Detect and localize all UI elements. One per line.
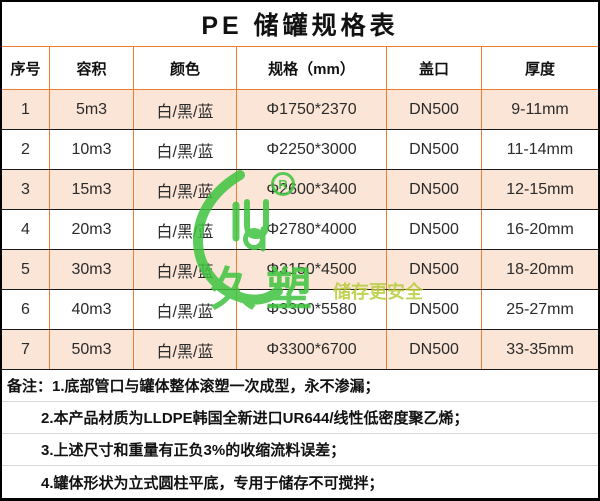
- cell-spec: Φ3150*4500: [237, 250, 387, 289]
- cell-spec: Φ2600*3400: [237, 170, 387, 209]
- cell-color: 白/黑/蓝: [134, 290, 237, 329]
- cell-volume: 5m3: [50, 90, 134, 129]
- cell-no: 5: [2, 250, 50, 289]
- column-header-spec: 规格（mm）: [237, 47, 387, 89]
- cell-no: 7: [2, 330, 50, 369]
- note-line: 4.罐体形状为立式圆柱平底，专用于储存不可搅拌；: [41, 474, 384, 492]
- table-row: 6 40m3 白/黑/蓝 Φ3300*5580 DN500 25-27mm: [2, 290, 598, 330]
- cell-spec: Φ3300*5580: [237, 290, 387, 329]
- column-header-no: 序号: [2, 47, 50, 89]
- cell-color: 白/黑/蓝: [134, 210, 237, 249]
- title-row: PE 储罐规格表: [2, 2, 598, 47]
- cell-volume: 20m3: [50, 210, 134, 249]
- cell-no: 1: [2, 90, 50, 129]
- table-row: 7 50m3 白/黑/蓝 Φ3300*6700 DN500 33-35mm: [2, 330, 598, 370]
- cell-volume: 30m3: [50, 250, 134, 289]
- table-row: 2 10m3 白/黑/蓝 Φ2250*3000 DN500 11-14mm: [2, 130, 598, 170]
- cell-thickness: 25-27mm: [506, 300, 574, 318]
- cell-cap: DN500: [387, 130, 482, 169]
- cell-volume: 40m3: [50, 290, 134, 329]
- cell-color: 白/黑/蓝: [134, 90, 237, 129]
- cell-thickness: 11-14mm: [506, 140, 574, 158]
- table-header-row: 序号 容积 颜色 规格（mm） 盖口 厚度: [2, 47, 598, 90]
- cell-cap: DN500: [387, 330, 482, 369]
- cell-color: 白/黑/蓝: [134, 330, 237, 369]
- cell-volume: 15m3: [50, 170, 134, 209]
- column-header-cap: 盖口: [387, 47, 482, 89]
- cell-thickness: 12-15mm: [506, 180, 574, 198]
- table-row: 1 5m3 白/黑/蓝 Φ1750*2370 DN500 9-11mm: [2, 90, 598, 130]
- page-title: PE 储罐规格表: [201, 12, 399, 40]
- cell-no: 4: [2, 210, 50, 249]
- cell-spec: Φ2250*3000: [237, 130, 387, 169]
- cell-spec: Φ1750*2370: [237, 90, 387, 129]
- cell-cap: DN500: [387, 90, 482, 129]
- cell-no: 6: [2, 290, 50, 329]
- note-line: 备注：1.底部管口与罐体整体滚塑一次成型，永不渗漏；: [2, 370, 598, 402]
- column-header-thickness: 厚度: [524, 60, 555, 78]
- cell-thickness: 9-11mm: [511, 100, 569, 118]
- note-line: 3.上述尺寸和重量有正负3%的收缩流料误差；: [2, 434, 598, 466]
- cell-color: 白/黑/蓝: [134, 170, 237, 209]
- column-header-color: 颜色: [134, 47, 237, 89]
- cell-thickness: 18-20mm: [506, 260, 574, 278]
- cell-volume: 10m3: [50, 130, 134, 169]
- note-line: 2.本产品材质为LLDPE韩国全新进口UR644/线性低密度聚乙烯；: [2, 402, 598, 434]
- cell-cap: DN500: [387, 250, 482, 289]
- cell-thickness: 33-35mm: [506, 340, 574, 358]
- cell-cap: DN500: [387, 290, 482, 329]
- cell-no: 3: [2, 170, 50, 209]
- table-row: 4 20m3 白/黑/蓝 Φ2780*4000 DN500 16-20mm: [2, 210, 598, 250]
- table-row: 5 30m3 白/黑/蓝 Φ3150*4500 DN500 18-20mm: [2, 250, 598, 290]
- cell-color: 白/黑/蓝: [134, 250, 237, 289]
- cell-spec: Φ3300*6700: [237, 330, 387, 369]
- cell-color: 白/黑/蓝: [134, 130, 237, 169]
- cell-no: 2: [2, 130, 50, 169]
- column-header-volume: 容积: [50, 47, 134, 89]
- cell-spec: Φ2780*4000: [237, 210, 387, 249]
- table-row: 3 15m3 白/黑/蓝 Φ2600*3400 DN500 12-15mm: [2, 170, 598, 210]
- cell-cap: DN500: [387, 170, 482, 209]
- cell-cap: DN500: [387, 210, 482, 249]
- cell-thickness: 16-20mm: [506, 220, 574, 238]
- cell-volume: 50m3: [50, 330, 134, 369]
